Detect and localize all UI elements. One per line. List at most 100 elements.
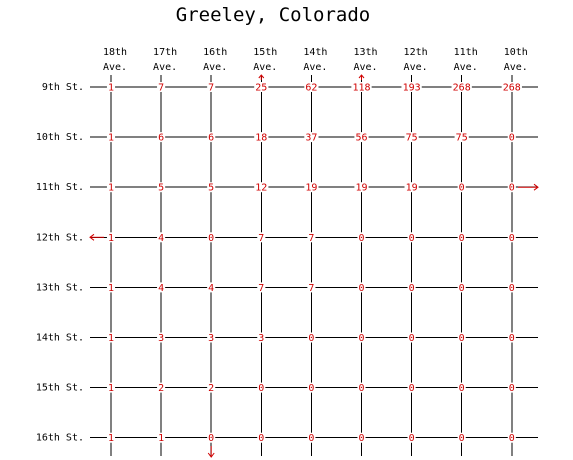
count-knockout — [507, 332, 516, 343]
arrow-up-icon — [258, 74, 265, 80]
intersection-count: 62 — [305, 83, 317, 94]
intersection-count: 0 — [258, 433, 264, 444]
street-label: 10th St. — [36, 132, 84, 143]
intersection-count: 75 — [456, 133, 468, 144]
street-label: 14th St. — [36, 333, 84, 344]
count-knockout — [207, 382, 216, 393]
intersection-count: 0 — [409, 383, 415, 394]
arrow-left-icon — [89, 233, 104, 241]
count-knockout — [401, 82, 422, 92]
count-knockout — [257, 282, 266, 293]
intersection-count: 1 — [108, 433, 114, 444]
street-label: 15th St. — [36, 383, 84, 394]
count-knockout — [507, 132, 516, 143]
intersection-count: 7 — [258, 233, 264, 244]
street-labels: 18th Ave. 17th Ave. 16th Ave. 15th Ave. 14th Ave.… — [36, 47, 528, 444]
intersection-count: 7 — [258, 283, 264, 294]
intersection-count: 1 — [108, 383, 114, 394]
avenue-label-suffix: Ave. — [504, 62, 528, 73]
intersection-count: 0 — [208, 433, 214, 444]
arrow-head — [358, 74, 365, 79]
count-knockout — [157, 182, 166, 193]
intersection-count: 268 — [503, 83, 521, 94]
count-knockout — [254, 182, 269, 193]
count-knockout — [307, 282, 316, 293]
avenue-label-name: 16th — [203, 47, 227, 58]
arrow-head — [533, 183, 539, 191]
intersection-count: 0 — [308, 433, 314, 444]
avenue-label-name: 14th — [303, 47, 327, 58]
street-label: 9th St. — [42, 82, 84, 93]
intersection-count: 3 — [258, 333, 264, 344]
arrow-head — [207, 452, 215, 458]
intersection-count: 0 — [509, 233, 515, 244]
avenue-label-suffix: Ave. — [303, 62, 327, 73]
intersection-count: 0 — [358, 333, 364, 344]
street-label: 12th St. — [36, 232, 84, 243]
intersection-count: 0 — [459, 183, 465, 194]
count-knockout — [257, 232, 266, 243]
avenue-label-suffix: Ave. — [203, 62, 227, 73]
count-knockout — [407, 332, 416, 343]
count-knockout — [157, 232, 166, 243]
count-knockout — [507, 432, 516, 443]
avenue-label-name: 13th — [353, 47, 377, 58]
count-knockout — [457, 182, 466, 193]
intersection-count: 0 — [409, 333, 415, 344]
count-knockout — [207, 82, 216, 92]
avenue-label-suffix: Ave. — [153, 62, 177, 73]
count-knockout — [457, 232, 466, 243]
intersection-count: 0 — [308, 333, 314, 344]
count-knockout — [304, 182, 319, 193]
intersection-count: 4 — [208, 283, 214, 294]
intersection-count: 5 — [158, 183, 164, 194]
count-knockout — [457, 282, 466, 293]
intersection-count: 3 — [158, 333, 164, 344]
intersection-count: 0 — [308, 383, 314, 394]
intersection-count: 19 — [305, 183, 317, 194]
count-knockout — [407, 432, 416, 443]
count-knockout — [407, 382, 416, 393]
count-knockout — [351, 82, 372, 92]
count-knockout — [207, 282, 216, 293]
count-knockout — [207, 332, 216, 343]
street-label: 13th St. — [36, 282, 84, 293]
count-knockout — [457, 332, 466, 343]
street-label: 11th St. — [36, 182, 84, 193]
avenue-label-name: 11th — [454, 47, 478, 58]
intersection-count: 2 — [158, 383, 164, 394]
intersection-count: 0 — [459, 383, 465, 394]
avenue-label-name: 17th — [153, 47, 177, 58]
count-knockout — [407, 232, 416, 243]
intersection-count: 0 — [409, 433, 415, 444]
intersection-count: 0 — [459, 283, 465, 294]
intersection-count: 5 — [208, 183, 214, 194]
avenue-label-suffix: Ave. — [454, 62, 478, 73]
count-knockout — [354, 182, 369, 193]
avenue-label-name: 15th — [253, 47, 277, 58]
count-knockout — [157, 432, 166, 443]
count-knockout — [507, 232, 516, 243]
arrow-down-icon — [207, 446, 215, 458]
intersection-count: 4 — [158, 283, 164, 294]
intersection-count: 0 — [459, 233, 465, 244]
count-knockout — [106, 232, 116, 243]
count-knockout — [157, 282, 166, 293]
intersection-count: 6 — [208, 133, 214, 144]
count-knockout — [357, 282, 366, 293]
intersection-count: 0 — [208, 233, 214, 244]
intersection-count: 12 — [255, 183, 267, 194]
intersection-count: 268 — [453, 83, 471, 94]
arrow-head — [89, 233, 95, 241]
intersection-count: 25 — [255, 83, 267, 94]
count-knockout — [307, 332, 316, 343]
count-knockout — [457, 382, 466, 393]
count-knockout — [106, 282, 116, 293]
diagram-title: Greeley, Colorado — [176, 4, 370, 26]
intersection-count: 0 — [509, 433, 515, 444]
street-label: 16th St. — [36, 433, 84, 444]
intersection-count: 0 — [509, 383, 515, 394]
intersection-count: 3 — [208, 333, 214, 344]
avenue-label-suffix: Ave. — [404, 62, 428, 73]
